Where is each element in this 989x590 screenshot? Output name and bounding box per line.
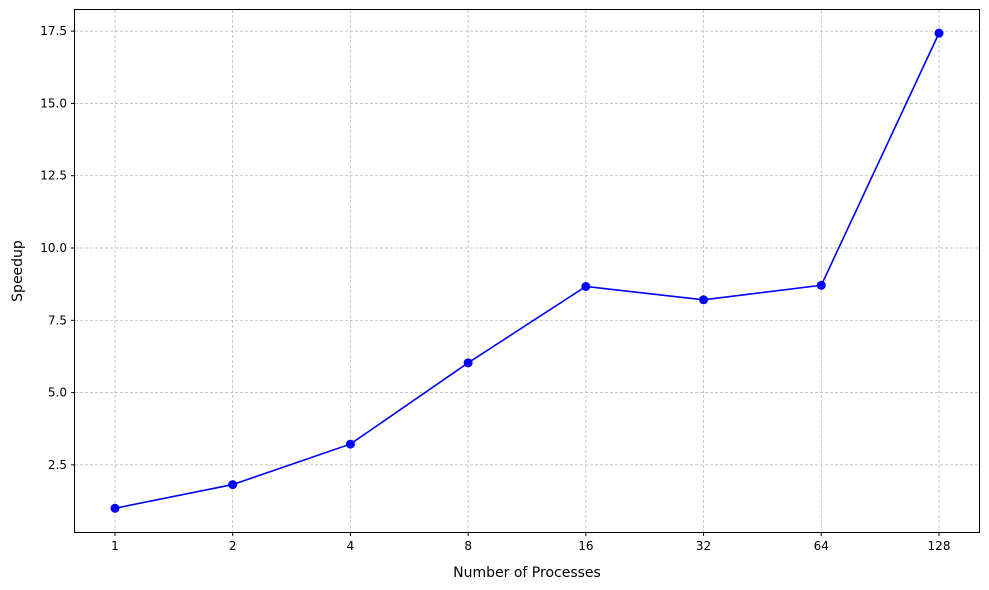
speedup-point — [699, 295, 709, 305]
grid — [75, 10, 979, 532]
x-tick-label: 16 — [578, 539, 593, 553]
y-tick-label: 17.5 — [40, 24, 67, 38]
y-axis: 2.5 5.0 7.5 10.0 12.5 15.0 17.5 — [40, 24, 75, 472]
speedup-point — [934, 28, 944, 38]
plot-area-frame — [74, 9, 980, 533]
series-layer — [110, 28, 944, 513]
x-axis-label: Number of Processes — [453, 565, 601, 581]
y-tick-label: 7.5 — [48, 313, 67, 327]
x-tick-label: 1 — [111, 539, 119, 553]
x-tick-label: 128 — [928, 539, 951, 553]
x-tick-label: 8 — [464, 539, 472, 553]
x-axis: 1 2 4 8 16 32 64 128 — [111, 532, 950, 553]
x-tick-label: 4 — [347, 539, 355, 553]
speedup-point — [816, 280, 826, 290]
x-tick-label: 2 — [229, 539, 237, 553]
speedup-line — [114, 32, 940, 510]
x-tick-label: 32 — [696, 539, 711, 553]
speedup-point — [110, 503, 120, 513]
y-tick-label: 5.0 — [48, 386, 67, 400]
speedup-point — [345, 439, 355, 449]
y-axis-label: Speedup — [10, 240, 26, 302]
speedup-point — [228, 480, 238, 490]
x-tick-label: 64 — [814, 539, 829, 553]
speedup-point — [581, 281, 591, 291]
y-tick-label: 2.5 — [48, 458, 67, 472]
y-tick-label: 12.5 — [40, 169, 67, 183]
y-tick-label: 10.0 — [40, 241, 67, 255]
speedup-point — [463, 358, 473, 368]
y-tick-label: 15.0 — [40, 96, 67, 110]
